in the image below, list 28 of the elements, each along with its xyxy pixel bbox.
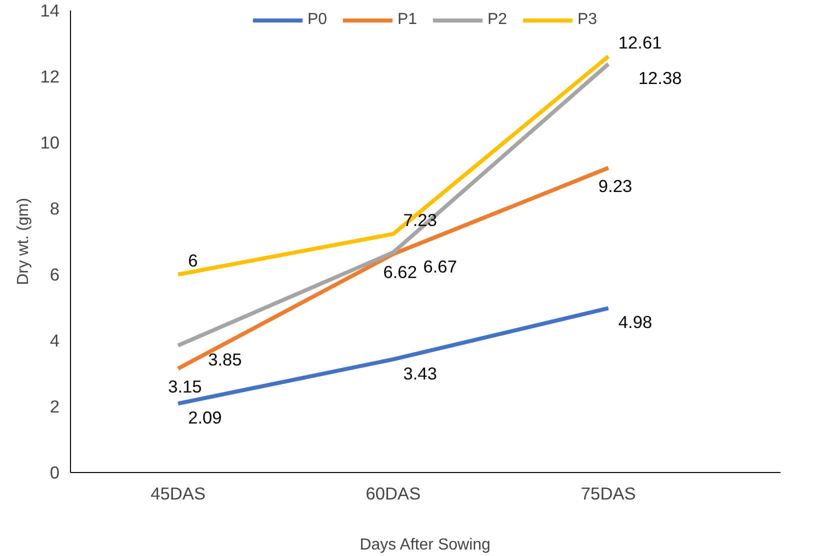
data-label: 6.62 [383, 262, 417, 282]
y-axis-title: Dry wt. (gm) [15, 198, 32, 286]
legend-label: P0 [308, 11, 328, 29]
legend-label: P2 [488, 11, 508, 29]
y-tick-label: 8 [50, 198, 60, 218]
y-tick-label: 6 [50, 264, 60, 284]
y-tick-label: 0 [50, 462, 60, 482]
data-label: 6.67 [423, 256, 457, 276]
data-label: 6 [188, 250, 198, 270]
data-label: 2.09 [188, 408, 222, 428]
data-label: 3.85 [208, 349, 242, 370]
data-label: 9.23 [598, 176, 632, 196]
x-tick-label: 60DAS [366, 484, 421, 504]
legend-label: P3 [578, 11, 598, 29]
y-tick-label: 14 [40, 0, 60, 20]
data-label: 12.61 [618, 32, 662, 52]
x-axis-title: Days After Sowing [360, 536, 490, 554]
y-tick-label: 12 [40, 66, 60, 86]
x-tick-label: 45DAS [150, 484, 206, 504]
data-label: 3.43 [403, 363, 437, 384]
data-label: 4.98 [618, 312, 652, 332]
y-tick-label: 2 [50, 396, 60, 416]
data-label: 3.15 [168, 376, 202, 397]
y-tick-label: 10 [40, 132, 60, 152]
data-label: 12.38 [638, 68, 682, 88]
x-tick-label: 75DAS [580, 484, 636, 504]
legend-label: P1 [398, 11, 418, 29]
y-tick-label: 4 [50, 330, 60, 350]
